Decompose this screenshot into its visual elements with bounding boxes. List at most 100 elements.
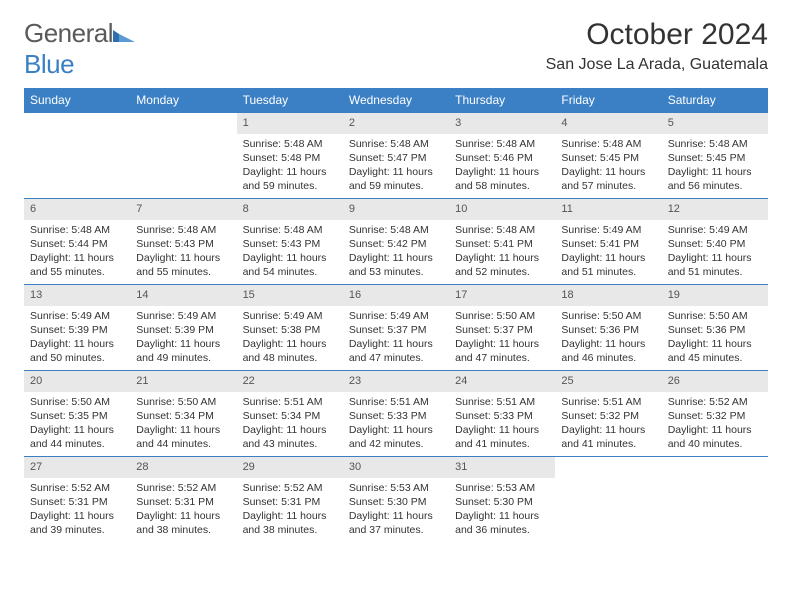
calendar-day-cell: 21Sunrise: 5:50 AMSunset: 5:34 PMDayligh…	[130, 371, 236, 457]
calendar-body: 1Sunrise: 5:48 AMSunset: 5:48 PMDaylight…	[24, 113, 768, 543]
daylight-text: Daylight: 11 hours and 47 minutes.	[455, 337, 549, 365]
day-number: 28	[130, 457, 236, 478]
sunrise-text: Sunrise: 5:48 AM	[349, 137, 443, 151]
sunset-text: Sunset: 5:35 PM	[30, 409, 124, 423]
sunset-text: Sunset: 5:39 PM	[30, 323, 124, 337]
sunrise-text: Sunrise: 5:52 AM	[668, 395, 762, 409]
daylight-text: Daylight: 11 hours and 46 minutes.	[561, 337, 655, 365]
sunset-text: Sunset: 5:37 PM	[455, 323, 549, 337]
calendar-day-cell: 4Sunrise: 5:48 AMSunset: 5:45 PMDaylight…	[555, 113, 661, 199]
logo-text-blue: Blue	[24, 49, 74, 79]
calendar-day-cell: 29Sunrise: 5:52 AMSunset: 5:31 PMDayligh…	[237, 457, 343, 543]
calendar-day-cell: 27Sunrise: 5:52 AMSunset: 5:31 PMDayligh…	[24, 457, 130, 543]
sunrise-text: Sunrise: 5:51 AM	[243, 395, 337, 409]
logo: General Blue	[24, 18, 135, 80]
calendar-day-cell	[24, 113, 130, 199]
calendar-day-cell	[130, 113, 236, 199]
day-number: 30	[343, 457, 449, 478]
daylight-text: Daylight: 11 hours and 41 minutes.	[561, 423, 655, 451]
daylight-text: Daylight: 11 hours and 38 minutes.	[243, 509, 337, 537]
day-number: 25	[555, 371, 661, 392]
daylight-text: Daylight: 11 hours and 56 minutes.	[668, 165, 762, 193]
sunrise-text: Sunrise: 5:48 AM	[243, 223, 337, 237]
day-content: Sunrise: 5:48 AMSunset: 5:42 PMDaylight:…	[343, 220, 449, 284]
daylight-text: Daylight: 11 hours and 58 minutes.	[455, 165, 549, 193]
sunrise-text: Sunrise: 5:50 AM	[455, 309, 549, 323]
sunset-text: Sunset: 5:39 PM	[136, 323, 230, 337]
calendar-day-cell: 3Sunrise: 5:48 AMSunset: 5:46 PMDaylight…	[449, 113, 555, 199]
daylight-text: Daylight: 11 hours and 59 minutes.	[349, 165, 443, 193]
sunset-text: Sunset: 5:37 PM	[349, 323, 443, 337]
sunset-text: Sunset: 5:36 PM	[561, 323, 655, 337]
sunrise-text: Sunrise: 5:48 AM	[30, 223, 124, 237]
calendar-day-cell: 1Sunrise: 5:48 AMSunset: 5:48 PMDaylight…	[237, 113, 343, 199]
sunset-text: Sunset: 5:44 PM	[30, 237, 124, 251]
calendar-week-row: 1Sunrise: 5:48 AMSunset: 5:48 PMDaylight…	[24, 113, 768, 199]
calendar-week-row: 6Sunrise: 5:48 AMSunset: 5:44 PMDaylight…	[24, 199, 768, 285]
sunrise-text: Sunrise: 5:52 AM	[136, 481, 230, 495]
day-number: 31	[449, 457, 555, 478]
daylight-text: Daylight: 11 hours and 47 minutes.	[349, 337, 443, 365]
daylight-text: Daylight: 11 hours and 45 minutes.	[668, 337, 762, 365]
dayname-cell: Sunday	[24, 88, 130, 113]
dayname-cell: Wednesday	[343, 88, 449, 113]
calendar-day-cell: 13Sunrise: 5:49 AMSunset: 5:39 PMDayligh…	[24, 285, 130, 371]
day-number: 5	[662, 113, 768, 134]
day-number: 3	[449, 113, 555, 134]
calendar-day-cell: 30Sunrise: 5:53 AMSunset: 5:30 PMDayligh…	[343, 457, 449, 543]
sunrise-text: Sunrise: 5:50 AM	[561, 309, 655, 323]
day-number: 23	[343, 371, 449, 392]
day-number: 11	[555, 199, 661, 220]
daylight-text: Daylight: 11 hours and 43 minutes.	[243, 423, 337, 451]
sunset-text: Sunset: 5:33 PM	[455, 409, 549, 423]
dayname-row: SundayMondayTuesdayWednesdayThursdayFrid…	[24, 88, 768, 113]
header: General Blue October 2024 San Jose La Ar…	[24, 18, 768, 80]
sunset-text: Sunset: 5:33 PM	[349, 409, 443, 423]
day-content: Sunrise: 5:48 AMSunset: 5:46 PMDaylight:…	[449, 134, 555, 198]
day-content: Sunrise: 5:49 AMSunset: 5:39 PMDaylight:…	[24, 306, 130, 370]
daylight-text: Daylight: 11 hours and 36 minutes.	[455, 509, 549, 537]
sunset-text: Sunset: 5:43 PM	[243, 237, 337, 251]
logo-text: General Blue	[24, 18, 135, 80]
day-content: Sunrise: 5:49 AMSunset: 5:40 PMDaylight:…	[662, 220, 768, 284]
daylight-text: Daylight: 11 hours and 55 minutes.	[136, 251, 230, 279]
sunrise-text: Sunrise: 5:53 AM	[455, 481, 549, 495]
day-number: 18	[555, 285, 661, 306]
day-number: 1	[237, 113, 343, 134]
day-number: 22	[237, 371, 343, 392]
daylight-text: Daylight: 11 hours and 49 minutes.	[136, 337, 230, 365]
sunrise-text: Sunrise: 5:49 AM	[668, 223, 762, 237]
day-content: Sunrise: 5:48 AMSunset: 5:47 PMDaylight:…	[343, 134, 449, 198]
sunrise-text: Sunrise: 5:52 AM	[30, 481, 124, 495]
daylight-text: Daylight: 11 hours and 51 minutes.	[561, 251, 655, 279]
calendar-week-row: 27Sunrise: 5:52 AMSunset: 5:31 PMDayligh…	[24, 457, 768, 543]
calendar-week-row: 20Sunrise: 5:50 AMSunset: 5:35 PMDayligh…	[24, 371, 768, 457]
day-content: Sunrise: 5:49 AMSunset: 5:37 PMDaylight:…	[343, 306, 449, 370]
day-number: 2	[343, 113, 449, 134]
day-content: Sunrise: 5:50 AMSunset: 5:37 PMDaylight:…	[449, 306, 555, 370]
calendar-day-cell: 26Sunrise: 5:52 AMSunset: 5:32 PMDayligh…	[662, 371, 768, 457]
day-content: Sunrise: 5:53 AMSunset: 5:30 PMDaylight:…	[449, 478, 555, 542]
day-number: 29	[237, 457, 343, 478]
calendar-day-cell: 10Sunrise: 5:48 AMSunset: 5:41 PMDayligh…	[449, 199, 555, 285]
day-number: 14	[130, 285, 236, 306]
day-number: 26	[662, 371, 768, 392]
sunrise-text: Sunrise: 5:49 AM	[136, 309, 230, 323]
calendar-day-cell: 5Sunrise: 5:48 AMSunset: 5:45 PMDaylight…	[662, 113, 768, 199]
sunrise-text: Sunrise: 5:53 AM	[349, 481, 443, 495]
sunset-text: Sunset: 5:45 PM	[668, 151, 762, 165]
calendar-table: SundayMondayTuesdayWednesdayThursdayFrid…	[24, 88, 768, 543]
day-content: Sunrise: 5:52 AMSunset: 5:31 PMDaylight:…	[24, 478, 130, 542]
sunrise-text: Sunrise: 5:52 AM	[243, 481, 337, 495]
calendar-week-row: 13Sunrise: 5:49 AMSunset: 5:39 PMDayligh…	[24, 285, 768, 371]
daylight-text: Daylight: 11 hours and 38 minutes.	[136, 509, 230, 537]
day-content: Sunrise: 5:50 AMSunset: 5:36 PMDaylight:…	[662, 306, 768, 370]
sunrise-text: Sunrise: 5:49 AM	[561, 223, 655, 237]
sunset-text: Sunset: 5:46 PM	[455, 151, 549, 165]
daylight-text: Daylight: 11 hours and 41 minutes.	[455, 423, 549, 451]
sunrise-text: Sunrise: 5:48 AM	[243, 137, 337, 151]
sunrise-text: Sunrise: 5:49 AM	[243, 309, 337, 323]
day-content: Sunrise: 5:49 AMSunset: 5:38 PMDaylight:…	[237, 306, 343, 370]
dayname-cell: Tuesday	[237, 88, 343, 113]
sunset-text: Sunset: 5:32 PM	[668, 409, 762, 423]
